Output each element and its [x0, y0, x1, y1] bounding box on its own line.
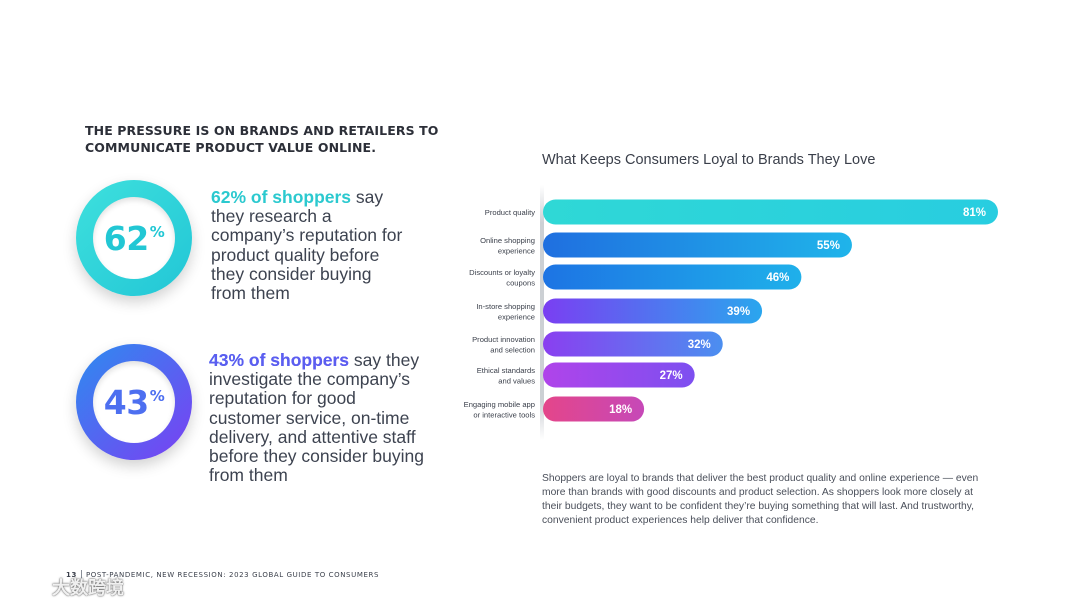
bar-value-label: 39% — [727, 306, 750, 318]
bar-value-label: 27% — [660, 370, 683, 382]
category-label: Online shopping experience — [480, 236, 535, 256]
page-footer: 13 POST-PANDEMIC, NEW RECESSION: 2023 GL… — [66, 570, 379, 580]
loyalty-bar-chart: 81% Product quality 55% Online shopping expe… — [464, 185, 998, 440]
stat-ring-inner — [93, 197, 175, 279]
bar-4 — [543, 331, 723, 357]
category-label: Engaging mobile app or interactive tools — [464, 400, 536, 420]
page-number: 13 — [66, 571, 77, 579]
stat-ring-inner — [93, 361, 175, 443]
stat-text-43: 43% of shoppers say they investigate the… — [209, 350, 424, 486]
bar-value-label: 81% — [963, 207, 986, 219]
bar-1 — [543, 232, 852, 258]
bar-value-label: 32% — [688, 339, 711, 351]
stat-ring-43: 43% — [76, 344, 192, 460]
stat-number-62: 62% — [103, 218, 165, 258]
stat-number-43: 43% — [103, 382, 165, 422]
bar-3 — [543, 298, 763, 324]
bar-value-label: 46% — [766, 272, 789, 284]
stat-description-62: say they research a company’s reputation… — [211, 187, 403, 304]
y-axis-line — [540, 185, 544, 440]
footer-separator — [80, 570, 82, 580]
stat-description-43: say they investigate the company’s reput… — [209, 350, 424, 486]
headline-line-2: COMMUNICATE PRODUCT VALUE ONLINE. — [85, 140, 377, 155]
bar-value-label: 55% — [817, 240, 840, 252]
headline-line-1: THE PRESSURE IS ON BRANDS AND RETAILERS … — [85, 123, 439, 138]
watermark-text: 大数跨境 — [52, 578, 124, 599]
brand-logo-icon — [11, 578, 44, 596]
stat-text-62: 62% of shoppers say they research a comp… — [211, 187, 411, 304]
watermark: 大数跨境 — [10, 574, 124, 600]
bar-0 — [543, 199, 998, 225]
headline: THE PRESSURE IS ON BRANDS AND RETAILERS … — [85, 122, 465, 156]
bar-value-label: 18% — [609, 404, 632, 416]
stat-highlight-43: 43% of shoppers — [209, 350, 350, 370]
category-label: Discounts or loyalty coupons — [469, 268, 535, 288]
bar-6 — [543, 396, 645, 422]
category-label: Product quality — [485, 208, 535, 217]
category-label: Product innovation and selection — [472, 335, 535, 355]
stat-ring-62: 62% — [76, 180, 192, 296]
bar-5 — [543, 362, 695, 388]
stat-highlight-62: 62% of shoppers — [211, 187, 352, 207]
bar-2 — [543, 264, 802, 290]
category-label: In-store shopping experience — [476, 302, 535, 322]
chart-caption: Shoppers are loyal to brands that delive… — [542, 473, 979, 526]
chart-title: What Keeps Consumers Loyal to Brands The… — [542, 152, 876, 168]
category-label: Ethical standards and values — [477, 366, 535, 386]
footer-title: POST-PANDEMIC, NEW RECESSION: 2023 GLOBA… — [85, 571, 379, 579]
